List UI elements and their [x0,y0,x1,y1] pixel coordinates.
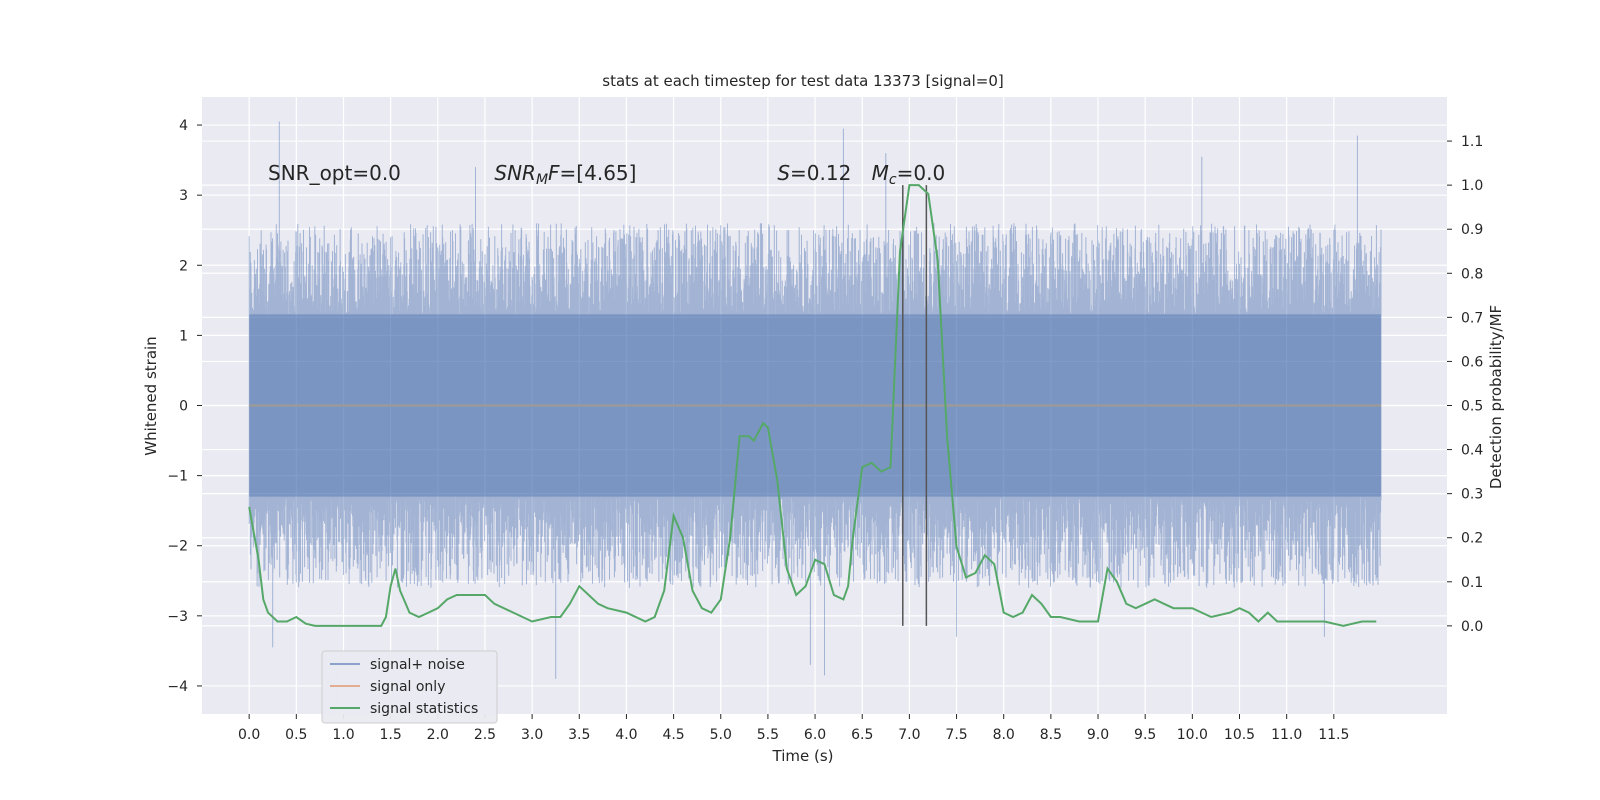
x-tick-label-8: 4.0 [615,727,637,743]
annotation-3: Mc=0.0 [872,161,946,188]
x-tick-label-19: 9.5 [1134,727,1156,743]
x-tick-label-14: 7.0 [898,727,920,743]
signal-statistics-line [248,184,1377,627]
x-tick-label-5: 2.5 [474,727,496,743]
y2-tick-label-6: 0.6 [1461,354,1483,370]
y-tick-label-0: −4 [167,679,188,695]
y2-tick-label-2: 0.2 [1461,531,1483,547]
x-tick-label-13: 6.5 [851,727,873,743]
x-tick-label-1: 0.5 [285,727,307,743]
x-tick-label-23: 11.5 [1318,727,1349,743]
y-tick-label-7: 3 [179,188,188,204]
x-tick-label-15: 7.5 [945,727,967,743]
legend: signal+ noise signal only signal statist… [321,650,498,724]
x-tick-label-12: 6.0 [804,727,826,743]
y2-tick-label-5: 0.5 [1461,399,1483,415]
x-tick-label-4: 2.0 [427,727,449,743]
y2-tick-label-7: 0.7 [1461,310,1483,326]
y2-tick-label-4: 0.4 [1461,443,1483,459]
y-tick-label-5: 1 [179,328,188,344]
x-tick-label-17: 8.5 [1040,727,1062,743]
y2-tick-label-1: 0.1 [1461,575,1483,591]
x-tick-label-0: 0.0 [238,727,260,743]
x-tick-label-2: 1.0 [332,727,354,743]
annotation-0: SNR_opt=0.0 [268,161,401,185]
x-tick-label-9: 4.5 [662,727,684,743]
annotations: SNR_opt=0.0 SNRMF=[4.65] S=0.12 Mc=0.0 [268,161,945,188]
x-axis-label: Time (s) [772,747,834,765]
x-tick-label-21: 10.5 [1224,727,1255,743]
y-axis-ticks: −4 −3 −2 −1 0 1 2 3 4 [167,118,202,695]
series-signal-statistics [248,184,1377,627]
x-tick-label-7: 3.5 [568,727,590,743]
y2-tick-label-11: 1.1 [1461,134,1483,150]
x-tick-label-6: 3.0 [521,727,543,743]
y2-tick-label-9: 0.9 [1461,222,1483,238]
x-tick-label-16: 8.0 [993,727,1015,743]
y2-axis-ticks: 0.0 0.1 0.2 0.3 0.4 0.5 0.6 0.7 0.8 0.9 1.0 1.1 [1447,134,1483,635]
y-tick-label-8: 4 [179,118,188,134]
y2-tick-label-3: 0.3 [1461,487,1483,503]
legend-label-signal-only: signal only [370,679,445,695]
x-tick-label-20: 10.0 [1177,727,1208,743]
x-tick-label-22: 11.0 [1271,727,1302,743]
x-tick-label-3: 1.5 [380,727,402,743]
y2-tick-label-0: 0.0 [1461,619,1483,635]
chart-title: stats at each timestep for test data 133… [602,72,1003,90]
legend-label-signal-statistics: signal statistics [370,701,478,717]
y2-tick-label-10: 1.0 [1461,178,1483,194]
annotation-1: SNRMF=[4.65] [494,161,636,188]
x-tick-label-10: 5.0 [710,727,732,743]
annotation-2: S=0.12 [777,161,851,185]
vertical-markers [902,185,928,626]
x-axis-ticks: 0.0 0.5 1.0 1.5 2.0 2.5 3.0 3.5 4.0 4.5 5.0 5.5 6.0 6… [238,714,1349,743]
x-tick-label-18: 9.0 [1087,727,1109,743]
y-axis-label: Whitened strain [142,336,160,455]
y-tick-label-2: −2 [167,539,188,555]
legend-box [321,650,498,724]
y-tick-label-6: 2 [179,258,188,274]
y2-axis-label: Detection probability/MF [1487,305,1505,489]
y2-tick-label-8: 0.8 [1461,266,1483,282]
x-tick-label-11: 5.5 [757,727,779,743]
y-tick-label-4: 0 [179,399,188,415]
y-tick-label-1: −3 [167,609,188,625]
y-tick-label-3: −1 [167,469,188,485]
noise-spikes [248,121,1382,679]
legend-label-signal-noise: signal+ noise [370,657,465,673]
